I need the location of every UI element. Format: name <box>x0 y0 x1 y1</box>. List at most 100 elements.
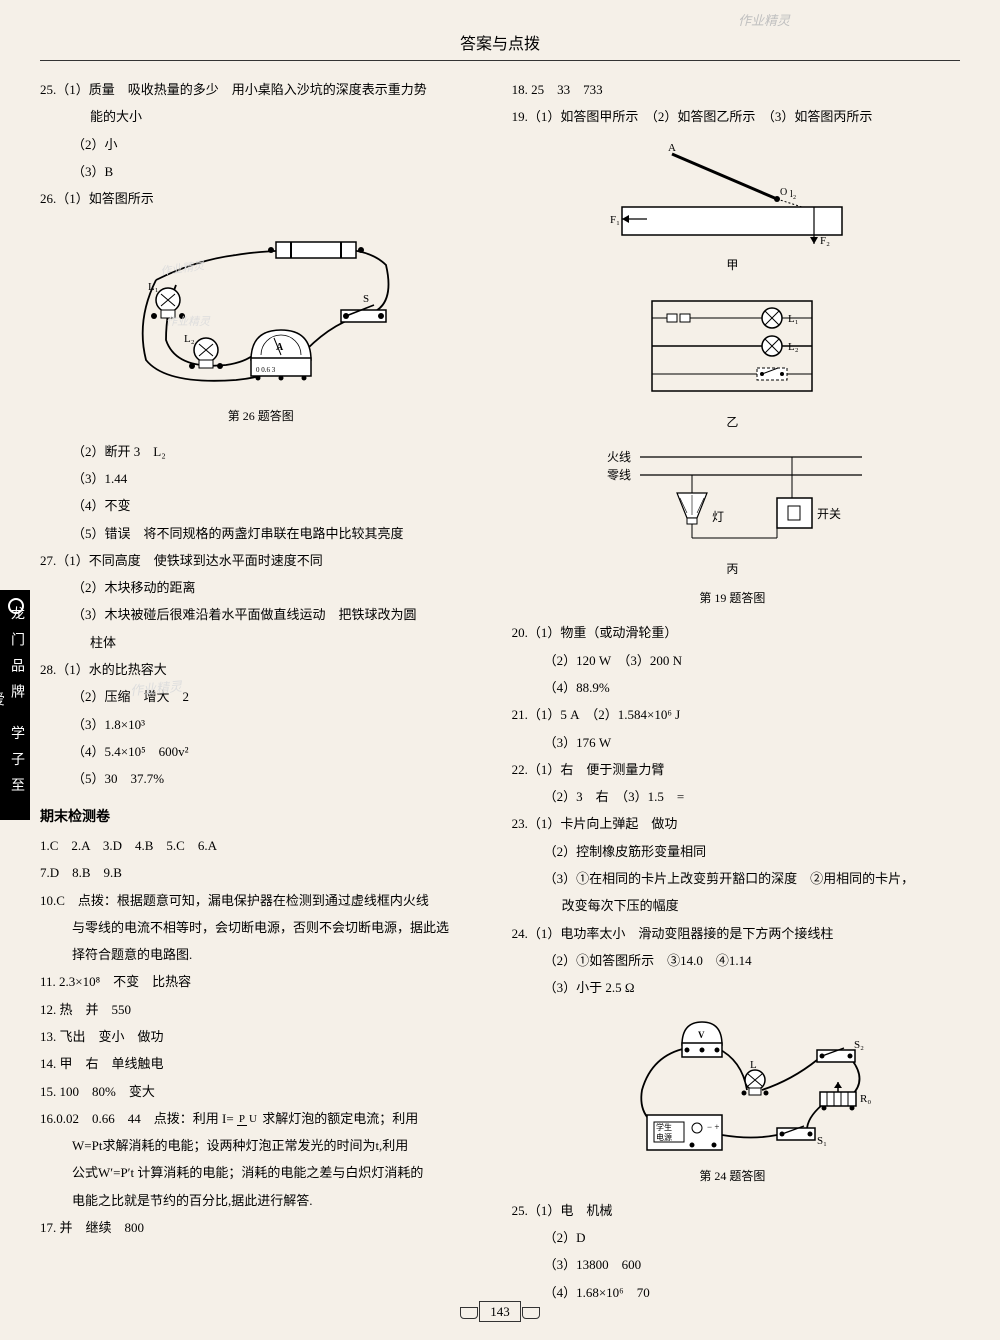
q26-4: （4）不变 <box>40 492 482 519</box>
figure-24: V L S₂ <box>512 1010 954 1189</box>
q27-3: （3）木块被碰后很难沿着水平面做直线运动 把铁球改为圆 <box>40 601 482 628</box>
a17: 17. 并 继续 800 <box>40 1214 482 1241</box>
svg-text:L: L <box>750 1059 757 1071</box>
a22-2: （2）3 右 （3）1.5 = <box>512 783 954 810</box>
section-title: 期末检测卷 <box>40 803 482 832</box>
a15: 15. 100 80% 变大 <box>40 1078 482 1105</box>
q26-5: （5）错误 将不同规格的两盏灯串联在电路中比较其亮度 <box>40 520 482 547</box>
svg-text:L₂: L₂ <box>184 333 195 345</box>
a23-1: 23.（1）卡片向上弹起 做功 <box>512 810 954 837</box>
book-icon <box>460 1307 478 1319</box>
svg-text:F₂: F₂ <box>820 235 830 247</box>
svg-text:V: V <box>698 1030 705 1040</box>
a18: 18. 25 33 733 <box>512 76 954 103</box>
a7: 7.D 8.B 9.B <box>40 859 482 886</box>
a14: 14. 甲 右 单线触电 <box>40 1050 482 1077</box>
q25-1b: 能的大小 <box>40 103 482 130</box>
svg-text:作业精灵: 作业精灵 <box>166 315 211 328</box>
page-header: 答案与点拨 <box>40 30 960 61</box>
a11: 11. 2.3×10⁸ 不变 比热容 <box>40 968 482 995</box>
a16e: 电能之比就是节约的百分比,据此进行解答. <box>40 1187 482 1214</box>
q25-2: （2）小 <box>40 131 482 158</box>
svg-text:L₁: L₁ <box>148 281 159 293</box>
q25-1: 25.（1）质量 吸收热量的多少 用小桌陷入沙坑的深度表示重力势 <box>40 76 482 103</box>
q28-1: 28.（1）水的比热容大 <box>40 656 482 683</box>
watermark-mid: 作业精灵 <box>129 673 183 705</box>
a10b: 与零线的电流不相等时，会切断电源，否则不会切断电源，据此选 <box>40 914 482 941</box>
a25-1: 25.（1）电 机械 <box>512 1197 954 1224</box>
q27-3b: 柱体 <box>40 629 482 656</box>
watermark-top: 作业精灵 <box>738 10 790 29</box>
left-column: 25.（1）质量 吸收热量的多少 用小桌陷入沙坑的深度表示重力势 能的大小 （2… <box>40 76 482 1306</box>
svg-text:0 0.6 3: 0 0.6 3 <box>256 366 276 374</box>
svg-text:A: A <box>276 342 284 353</box>
a23-2: （2）控制橡皮筋形变量相同 <box>512 838 954 865</box>
q26-3: （3）1.44 <box>40 465 482 492</box>
svg-text:火线: 火线 <box>607 450 631 464</box>
q25-3: （3）B <box>40 158 482 185</box>
a20-1: 20.（1）物重（或动滑轮重） <box>512 619 954 646</box>
a16c: W=Pt求解消耗的电能；设两种灯泡正常发光的时间为t,利用 <box>40 1132 482 1159</box>
svg-text:− +: − + <box>707 1122 719 1132</box>
a22-1: 22.（1）右 便于测量力臂 <box>512 756 954 783</box>
svg-text:R₀: R₀ <box>860 1093 871 1105</box>
a23-3: （3）①在相同的卡片上改变剪开豁口的深度 ②用相同的卡片， <box>512 865 954 892</box>
a20-2: （2）120 W （3）200 N <box>512 647 954 674</box>
q28-5: （5）30 37.7% <box>40 765 482 792</box>
svg-text:l₂: l₂ <box>790 189 796 200</box>
page-num-box: 143 <box>479 1301 521 1322</box>
a21-2: （3）176 W <box>512 729 954 756</box>
q27-2: （2）木块移动的距离 <box>40 574 482 601</box>
fig19b-cap: 乙 <box>726 410 738 435</box>
svg-text:A: A <box>668 142 676 154</box>
a25-4: （4）1.68×10⁶ 70 <box>512 1279 954 1306</box>
a21-1: 21.（1）5 A （2）1.584×10⁶ J <box>512 701 954 728</box>
svg-text:L₂: L₂ <box>788 341 799 353</box>
a1: 1.C 2.A 3.D 4.B 5.C 6.A <box>40 832 482 859</box>
svg-text:S₁: S₁ <box>817 1135 827 1147</box>
svg-text:学生: 学生 <box>656 1122 672 1132</box>
svg-text:F₁: F₁ <box>610 214 620 226</box>
q28-4: （4）5.4×10⁵ 600v² <box>40 738 482 765</box>
svg-text:开关: 开关 <box>817 507 841 521</box>
figure-26: L₁ L₂ A 0 0.6 3 <box>40 220 482 429</box>
q26-2: （2）断开 3 L₂ <box>40 438 482 465</box>
q26-1: 26.（1）如答图所示 <box>40 185 482 212</box>
q28-3: （3）1.8×10³ <box>40 711 482 738</box>
a25-2: （2）D <box>512 1224 954 1251</box>
q28-2: （2）压缩 增大 2 <box>40 683 482 710</box>
fig19c-cap: 丙 <box>726 557 738 582</box>
a24-3: （3）小于 2.5 Ω <box>512 974 954 1001</box>
fig26-caption: 第 26 题答图 <box>228 404 294 429</box>
svg-text:零线: 零线 <box>607 468 631 482</box>
fig24-caption: 第 24 题答图 <box>699 1164 765 1189</box>
figure-19a: A O l₂ F₂ F₁ 甲 <box>512 139 954 278</box>
a10c: 择符合题意的电路图. <box>40 941 482 968</box>
fraction-icon: PU <box>237 1114 259 1125</box>
page-number: 143 <box>462 1304 538 1320</box>
a24-1: 24.（1）电功率太小 滑动变阻器接的是下方两个接线柱 <box>512 920 954 947</box>
a12: 12. 热 并 550 <box>40 996 482 1023</box>
content-columns: 25.（1）质量 吸收热量的多少 用小桌陷入沙坑的深度表示重力势 能的大小 （2… <box>40 76 960 1306</box>
svg-text:S: S <box>363 293 369 305</box>
a23-3b: 改变每次下压的幅度 <box>512 892 954 919</box>
svg-text:S₂: S₂ <box>854 1039 864 1051</box>
a16d: 公式W′=P′t 计算消耗的电能；消耗的电能之差与白炽灯消耗的 <box>40 1159 482 1186</box>
a20-3: （4）88.9% <box>512 674 954 701</box>
svg-text:L₁: L₁ <box>788 313 799 325</box>
figure-19b: L₁ L₂ 乙 <box>512 286 954 435</box>
svg-text:O: O <box>780 187 787 198</box>
q27-1: 27.（1）不同高度 使铁球到达水平面时速度不同 <box>40 547 482 574</box>
a16b: 求解灯泡的额定电流；利用 <box>262 1111 418 1126</box>
svg-text:作业精灵: 作业精灵 <box>159 259 205 278</box>
a13: 13. 飞出 变小 做功 <box>40 1023 482 1050</box>
svg-text:灯: 灯 <box>712 510 724 524</box>
a16: 16.0.02 0.66 44 点拨：利用 I= PU 求解灯泡的额定电流；利用 <box>40 1105 482 1132</box>
a24-2: （2）①如答图所示 ③14.0 ④1.14 <box>512 947 954 974</box>
book-icon <box>522 1307 540 1319</box>
a19: 19.（1）如答图甲所示 （2）如答图乙所示 （3）如答图丙所示 <box>512 103 954 130</box>
figure-19c: 火线 零线 灯 开关 丙 第 19 题答图 <box>512 443 954 611</box>
a25-3: （3）13800 600 <box>512 1251 954 1278</box>
a10: 10.C 点拨：根据题意可知，漏电保护器在检测到通过虚线框内火线 <box>40 887 482 914</box>
side-badge: 龙门品牌 学子至爱 <box>0 590 30 820</box>
